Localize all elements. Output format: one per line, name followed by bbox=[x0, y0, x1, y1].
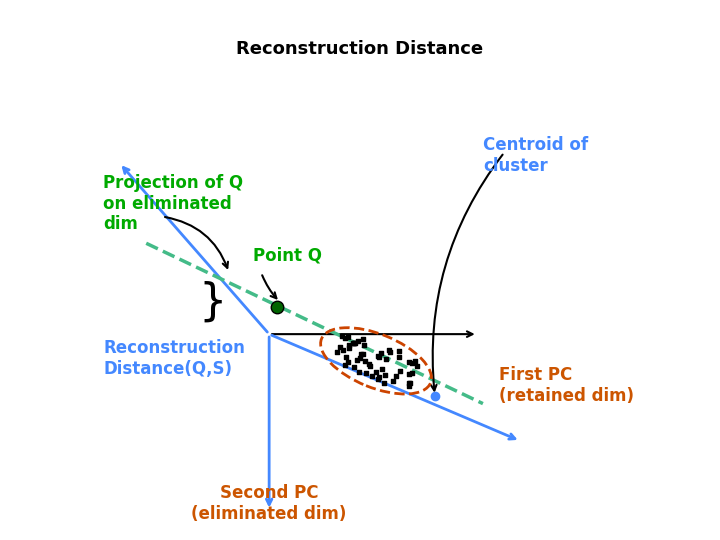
Text: Reconstruction Distance: Reconstruction Distance bbox=[236, 40, 484, 58]
Point bbox=[409, 357, 420, 366]
Point bbox=[403, 358, 415, 367]
Text: Point Q: Point Q bbox=[253, 247, 322, 265]
Point bbox=[352, 336, 364, 345]
Point bbox=[347, 339, 359, 347]
Point bbox=[403, 382, 415, 390]
Point bbox=[359, 341, 370, 349]
Point bbox=[405, 379, 416, 388]
Point bbox=[366, 372, 378, 381]
Point bbox=[363, 359, 374, 368]
Point bbox=[350, 339, 361, 348]
Point bbox=[407, 369, 418, 377]
Point bbox=[394, 346, 405, 355]
Point bbox=[411, 362, 423, 370]
Point bbox=[387, 377, 399, 386]
Point bbox=[351, 356, 363, 364]
Text: Centroid of
cluster: Centroid of cluster bbox=[483, 137, 588, 175]
Point bbox=[334, 343, 346, 352]
Point bbox=[354, 354, 366, 362]
Point bbox=[342, 333, 354, 341]
Text: First PC
(retained dim): First PC (retained dim) bbox=[499, 366, 634, 405]
Point bbox=[383, 346, 395, 355]
Point bbox=[343, 341, 355, 349]
Point bbox=[355, 349, 366, 358]
Point bbox=[348, 339, 360, 347]
Text: }: } bbox=[199, 281, 228, 323]
Point bbox=[378, 379, 390, 388]
Point bbox=[402, 379, 414, 388]
Point bbox=[360, 368, 372, 377]
Point bbox=[354, 367, 365, 376]
Point bbox=[374, 373, 385, 382]
Point bbox=[343, 344, 355, 353]
Point bbox=[393, 353, 405, 361]
Point bbox=[403, 369, 415, 378]
Point bbox=[330, 348, 342, 357]
Point bbox=[338, 346, 349, 355]
Point bbox=[372, 352, 383, 360]
Point bbox=[375, 348, 387, 357]
Point bbox=[340, 353, 351, 362]
Point bbox=[357, 335, 369, 343]
Point bbox=[374, 352, 385, 361]
Point bbox=[390, 372, 402, 380]
Point bbox=[348, 339, 359, 348]
Point bbox=[379, 370, 391, 379]
Point bbox=[364, 362, 376, 370]
Point bbox=[372, 375, 384, 383]
Point bbox=[342, 357, 354, 366]
Point bbox=[406, 359, 418, 367]
Point bbox=[359, 356, 370, 365]
Point bbox=[370, 367, 382, 376]
Point bbox=[380, 355, 392, 363]
Point bbox=[348, 363, 360, 372]
Text: Projection of Q
on eliminated
dim: Projection of Q on eliminated dim bbox=[104, 174, 243, 233]
Text: Second PC
(eliminated dim): Second PC (eliminated dim) bbox=[192, 484, 347, 523]
Point bbox=[357, 349, 369, 358]
Point bbox=[339, 361, 351, 370]
Point bbox=[339, 334, 351, 342]
Point bbox=[395, 367, 406, 375]
Point bbox=[384, 348, 396, 356]
Point bbox=[376, 364, 387, 373]
Point bbox=[336, 332, 348, 340]
Text: Reconstruction
Distance(Q,S): Reconstruction Distance(Q,S) bbox=[104, 340, 246, 379]
